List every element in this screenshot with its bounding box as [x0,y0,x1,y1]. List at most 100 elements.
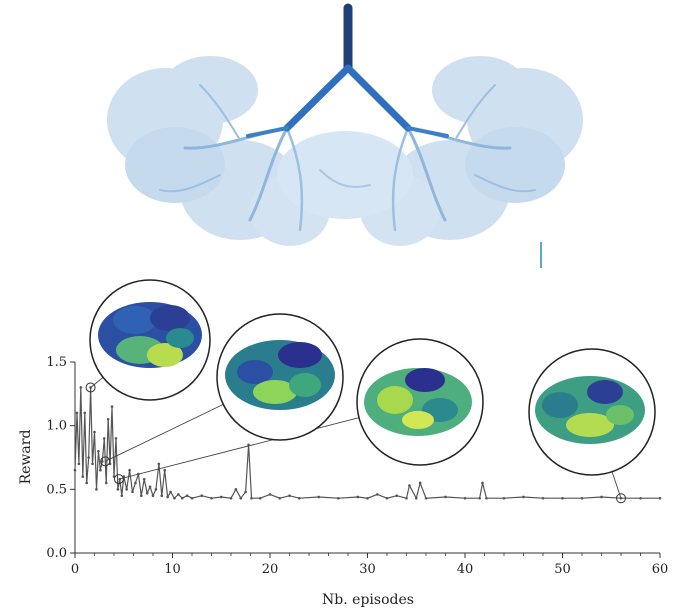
y-axis-title: Reward [18,430,34,485]
inset-connector [118,417,360,480]
reward-point [87,456,90,459]
highlight-marker [616,493,626,504]
y-tick-label: 1.0 [46,419,67,434]
reward-point [134,481,137,485]
inset-connector [90,377,104,388]
reward-point [219,495,223,499]
reward-point [418,481,422,485]
reward-point [125,488,128,491]
reward-point [463,496,467,500]
reward-point [229,496,233,500]
reward-point [177,493,180,496]
reward-point [116,488,120,491]
reward-point [258,496,262,500]
highlight-marker [100,456,111,467]
reward-point [288,494,291,498]
reward-point [278,496,282,500]
reward-point [522,495,525,499]
reward-point [110,405,114,408]
inset-connectors [85,377,626,504]
reward-point [297,496,301,500]
reward-point [173,496,176,500]
x-tick-label: 0 [71,562,79,577]
reward-point [85,481,88,485]
reward-point [408,484,411,487]
reward-point [169,490,172,494]
reward-point [185,494,189,498]
x-tick-label: 50 [554,562,571,577]
reward-point [317,495,321,499]
reward-point [250,496,253,500]
reward-point [79,386,83,389]
reward-point [73,468,77,472]
reward-point [405,496,408,500]
reward-point [200,494,204,498]
reward-point [414,496,418,500]
axes: 0 10 20 30 40 50 60 0.0 0.5 1.0 1.5 [46,355,668,577]
reward-point [145,491,149,495]
reward-point [93,430,96,434]
tree-branches [159,84,536,232]
reward-point [101,460,104,463]
reward-point [639,496,642,500]
reward-point [83,411,87,415]
x-tick-label: 30 [359,562,376,577]
highlight-marker [85,382,96,393]
reward-point [444,495,447,499]
reward-point [114,437,118,440]
reward-point [140,494,143,498]
reward-point [104,481,108,485]
reward-point [424,496,428,500]
reward-point [95,488,98,491]
reward-point [268,493,272,496]
reward-point [580,496,584,500]
reward-point [395,494,399,498]
x-tick-label: 40 [457,562,474,577]
reward-point [478,496,481,500]
reward-point [190,496,194,500]
vascular-tree-illustration [107,3,583,268]
reward-point [120,494,124,498]
reward-point [385,496,389,500]
tree-main-vessels [246,3,449,138]
reward-point [481,481,484,485]
reward-point [366,496,369,500]
reward-point [336,496,340,500]
y-tick-label: 0.0 [46,546,67,561]
reward-point [131,490,134,494]
reward-point [151,494,155,498]
x-tick-label: 60 [652,562,669,577]
reward-point [99,468,102,472]
reward-point [97,449,100,453]
inset-episode-56 [528,348,656,476]
reward-point [375,493,379,496]
reward-point [502,496,506,500]
reward-point [356,495,360,499]
x-tick-label: 10 [164,562,181,577]
inset-episode-3 [216,313,344,441]
y-tick-label: 1.5 [46,355,67,370]
reward-point [154,488,158,491]
reward-point [561,496,564,500]
reward-point [91,462,94,466]
highlight-marker [113,474,124,485]
reward-point [148,485,152,489]
reward-point [658,496,662,500]
reward-point [160,494,164,498]
reward-point [180,496,184,500]
reward-point [239,496,243,500]
reward-point [81,475,85,478]
reward-point [75,411,79,415]
reward-point [102,437,106,440]
reward-point [142,477,146,481]
x-tick-label: 20 [262,562,279,577]
reward-point [234,488,238,491]
inset-episode-early [89,279,211,401]
reward-point [244,490,247,494]
reward-point [163,468,166,472]
x-axis-title: Nb. episodes [322,592,414,608]
reward-point [166,495,169,499]
inset-connector [105,403,224,462]
inset-episode-5 [356,338,484,466]
